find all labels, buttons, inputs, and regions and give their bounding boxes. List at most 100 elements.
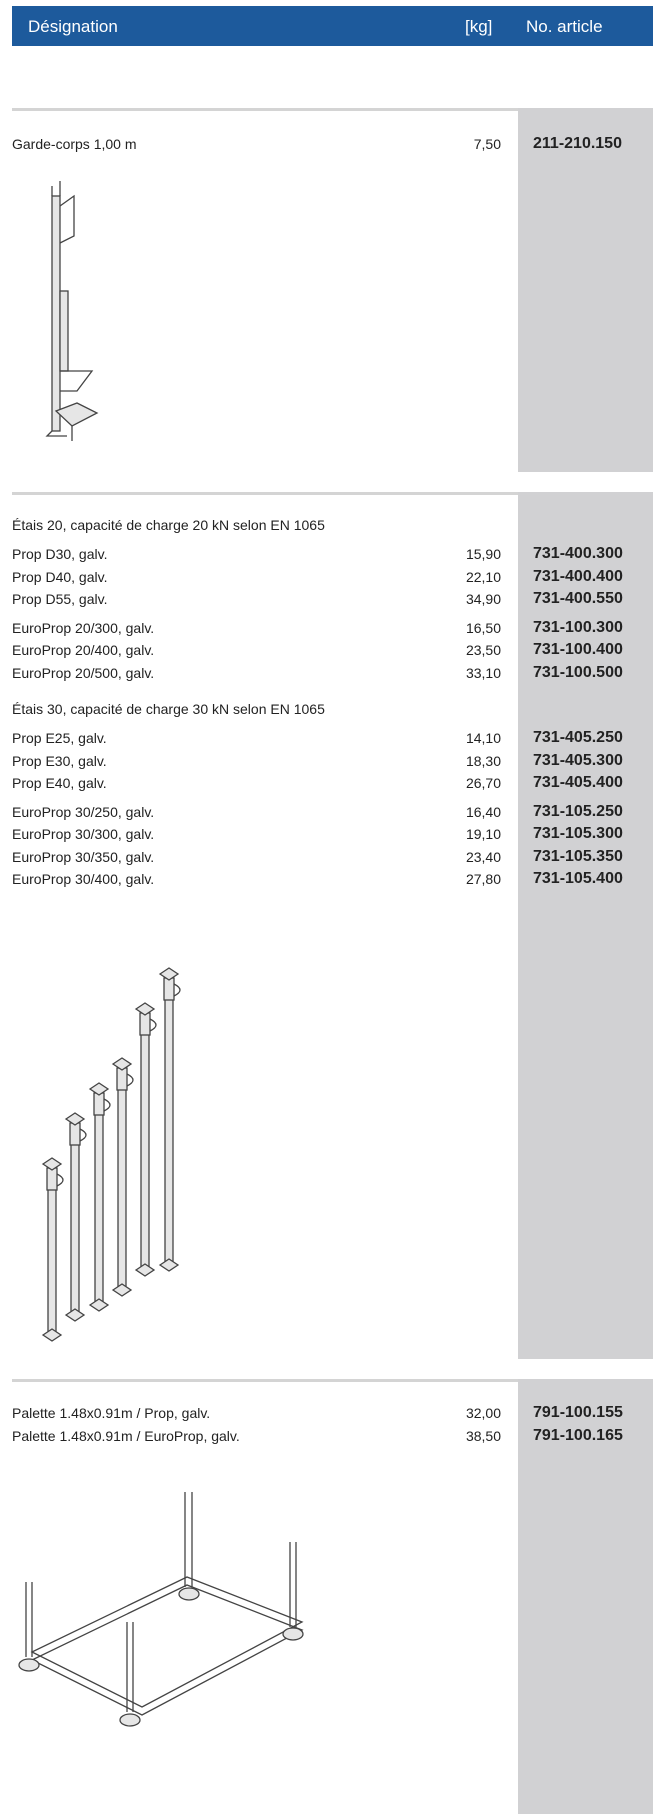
section: Étais 20, capacité de charge 20 kN selon… [12, 492, 653, 1359]
group-heading: Étais 20, capacité de charge 20 kN selon… [12, 517, 325, 533]
item-weight: 26,70 [465, 775, 501, 791]
item-name: Palette 1.48x0.91m / EuroProp, galv. [12, 1427, 240, 1444]
item-article: 731-105.400 [533, 870, 623, 887]
item-weight: 18,30 [465, 752, 501, 769]
props-illustration [41, 967, 181, 1342]
prop-shape [41, 1157, 63, 1171]
item-row: EuroProp 30/400, galv. 27,80 731-105.400 [12, 868, 653, 891]
row-group: EuroProp 30/250, galv. 16,40 731-105.250 Eu… [12, 801, 653, 891]
item-article: 791-100.155 [533, 1404, 623, 1421]
prop-shape [140, 1029, 150, 1271]
item-row: EuroProp 30/300, galv. 19,10 731-105.300 [12, 823, 653, 846]
item-name: EuroProp 30/250, galv. [12, 803, 155, 820]
prop-shape [134, 1263, 156, 1277]
item-weight: 32,00 [465, 1405, 501, 1421]
item-article: 731-405.300 [533, 751, 623, 769]
table-header: Désignation [kg] No. article [12, 6, 653, 46]
item-weight: 33,10 [465, 664, 501, 681]
item-weight: 23,40 [465, 848, 501, 865]
prop-shape [46, 1167, 58, 1191]
item-article: 731-105.300 [533, 825, 623, 842]
item-article: 731-100.500 [533, 663, 623, 681]
item-row: Prop D40, galv. 22,10 731-400.400 [12, 566, 653, 589]
prop-shape [64, 1112, 86, 1126]
item-weight: 23,50 [465, 642, 501, 658]
section: Garde-corps 1,00 m 7,50 211-210.150 [12, 108, 653, 472]
row-group: Garde-corps 1,00 m 7,50 211-210.150 [12, 133, 653, 156]
item-name: Prop E40, galv. [12, 775, 107, 791]
prop-shape [111, 1283, 133, 1297]
item-name: Prop D40, galv. [12, 568, 108, 585]
pallet-illustration [18, 1492, 304, 1727]
item-article: 731-405.250 [533, 729, 623, 746]
item-name: Garde-corps 1,00 m [12, 136, 137, 152]
item-name: EuroProp 20/500, galv. [12, 664, 155, 681]
item-row: EuroProp 20/400, galv. 23,50 731-100.400 [12, 639, 653, 662]
row-group: Palette 1.48x0.91m / Prop, galv. 32,00 791… [12, 1402, 653, 1447]
item-row: Prop E30, galv. 18,30 731-405.300 [12, 750, 653, 773]
prop-shape [163, 977, 175, 1001]
prop-shape [69, 1122, 81, 1146]
prop-shape [88, 1082, 110, 1096]
item-article: 731-105.350 [533, 847, 623, 865]
item-article: 731-100.300 [533, 618, 623, 636]
item-weight: 22,10 [465, 568, 501, 585]
item-article: 731-400.400 [533, 567, 623, 585]
item-name: EuroProp 30/400, galv. [12, 871, 155, 887]
item-article: 731-100.400 [533, 641, 623, 658]
item-article: 731-405.400 [533, 774, 623, 791]
col-article: No. article [526, 17, 603, 36]
item-weight: 38,50 [465, 1427, 501, 1444]
item-name: Prop E30, galv. [12, 752, 107, 769]
item-article: 731-400.550 [533, 590, 623, 607]
item-name: Prop D55, galv. [12, 591, 108, 607]
prop-shape [158, 967, 180, 981]
item-row: Palette 1.48x0.91m / Prop, galv. 32,00 791… [12, 1402, 653, 1425]
item-name: EuroProp 20/400, galv. [12, 642, 155, 658]
row-group: EuroProp 20/300, galv. 16,50 731-100.300 Eu… [12, 617, 653, 685]
item-name: Prop E25, galv. [12, 730, 107, 746]
item-name: Palette 1.48x0.91m / Prop, galv. [12, 1405, 211, 1421]
item-weight: 19,10 [465, 826, 501, 842]
item-article: 791-100.165 [533, 1426, 623, 1444]
guardrail-illustration [45, 181, 99, 441]
item-name: EuroProp 30/350, galv. [12, 848, 155, 865]
item-article: 211-210.150 [533, 135, 622, 152]
prop-shape [134, 1002, 156, 1016]
item-name: Prop D30, galv. [12, 546, 108, 562]
prop-shape [94, 1109, 104, 1306]
section-body: Palette 1.48x0.91m / Prop, galv. 32,00 791… [12, 1382, 653, 1447]
prop-shape [79, 1128, 87, 1142]
item-row: Prop E40, galv. 26,70 731-405.400 [12, 772, 653, 795]
item-row: Prop D30, galv. 15,90 731-400.300 [12, 543, 653, 566]
item-weight: 34,90 [465, 591, 501, 607]
prop-shape [111, 1057, 133, 1071]
item-weight: 15,90 [465, 546, 501, 562]
prop-shape [126, 1073, 134, 1087]
prop-shape [116, 1067, 128, 1091]
prop-shape [117, 1084, 127, 1291]
col-designation: Désignation [28, 17, 118, 36]
item-row: EuroProp 20/500, galv. 33,10 731-100.500 [12, 662, 653, 685]
item-weight: 16,40 [465, 803, 501, 820]
prop-shape [64, 1308, 86, 1322]
item-row: Prop D55, galv. 34,90 731-400.550 [12, 588, 653, 611]
item-row: EuroProp 30/250, galv. 16,40 731-105.250 [12, 801, 653, 824]
prop-shape [88, 1298, 110, 1312]
article-column [518, 492, 653, 1359]
prop-shape [93, 1092, 105, 1116]
group-heading: Étais 30, capacité de charge 30 kN selon… [12, 701, 325, 717]
prop-shape [56, 1173, 64, 1187]
item-weight: 27,80 [465, 871, 501, 887]
item-row: Prop E25, galv. 14,10 731-405.250 [12, 727, 653, 750]
section-body: Étais 20, capacité de charge 20 kN selon… [12, 495, 653, 891]
item-weight: 7,50 [473, 136, 501, 152]
item-weight: 14,10 [465, 730, 501, 746]
col-weight: [kg] [465, 17, 493, 36]
item-name: EuroProp 30/300, galv. [12, 826, 155, 842]
section: Palette 1.48x0.91m / Prop, galv. 32,00 791… [12, 1379, 653, 1814]
item-row: EuroProp 20/300, galv. 16,50 731-100.300 [12, 617, 653, 640]
item-article: 731-400.300 [533, 545, 623, 562]
article-column [518, 108, 653, 472]
